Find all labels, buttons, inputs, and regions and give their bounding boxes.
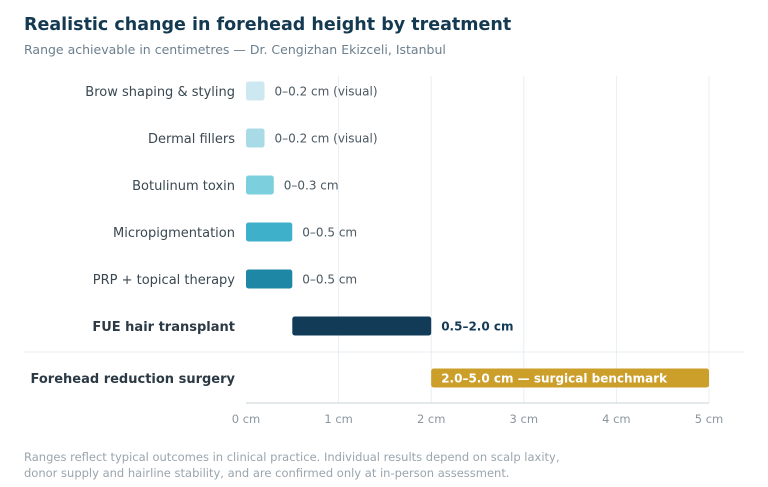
bar bbox=[246, 128, 265, 148]
bar-value-label: 0–0.3 cm bbox=[284, 179, 339, 193]
bar bbox=[246, 269, 293, 289]
bar-value-label: 0–0.5 cm bbox=[302, 226, 357, 240]
bar bbox=[292, 316, 432, 336]
x-tick-label: 5 cm bbox=[695, 412, 724, 426]
category-label: Botulinum toxin bbox=[132, 179, 235, 194]
footnote-line-2: donor supply and hairline stability, and… bbox=[24, 466, 510, 480]
category-label: PRP + topical therapy bbox=[93, 273, 236, 288]
bar bbox=[246, 81, 265, 101]
x-tick-label: 0 cm bbox=[232, 412, 261, 426]
x-tick-label: 3 cm bbox=[510, 412, 539, 426]
bar bbox=[431, 368, 709, 388]
x-tick-label: 2 cm bbox=[417, 412, 446, 426]
chart-title: Realistic change in forehead height by t… bbox=[24, 15, 512, 35]
bar-chart: 0 cm 1 cm 2 cm 3 cm 4 cm 5 cm Brow shaping & s… bbox=[24, 76, 744, 426]
x-tick-label: 1 cm bbox=[324, 412, 353, 426]
footnote-line-1: Ranges reflect typical outcomes in clini… bbox=[24, 450, 560, 464]
bar-value-label: 0–0.2 cm (visual) bbox=[275, 132, 378, 146]
chart-subtitle: Range achievable in centimetres — Dr. Ce… bbox=[24, 42, 446, 57]
bar-value-label: 0.5–2.0 cm bbox=[441, 320, 513, 334]
bar-value-label: 0–0.5 cm bbox=[302, 273, 357, 287]
category-label: Dermal fillers bbox=[148, 132, 235, 147]
bar-value-label: 2.0–5.0 cm — surgical benchmark bbox=[441, 372, 668, 386]
category-label: Brow shaping & styling bbox=[85, 85, 235, 100]
bar bbox=[246, 175, 274, 195]
category-label: FUE hair transplant bbox=[92, 320, 235, 335]
x-tick-label: 4 cm bbox=[602, 412, 631, 426]
category-label: Micropigmentation bbox=[113, 226, 235, 241]
bar-value-label: 0–0.2 cm (visual) bbox=[275, 85, 378, 99]
bar bbox=[246, 222, 293, 242]
footnote: Ranges reflect typical outcomes in clini… bbox=[24, 449, 624, 481]
category-label: Forehead reduction surgery bbox=[31, 372, 236, 387]
